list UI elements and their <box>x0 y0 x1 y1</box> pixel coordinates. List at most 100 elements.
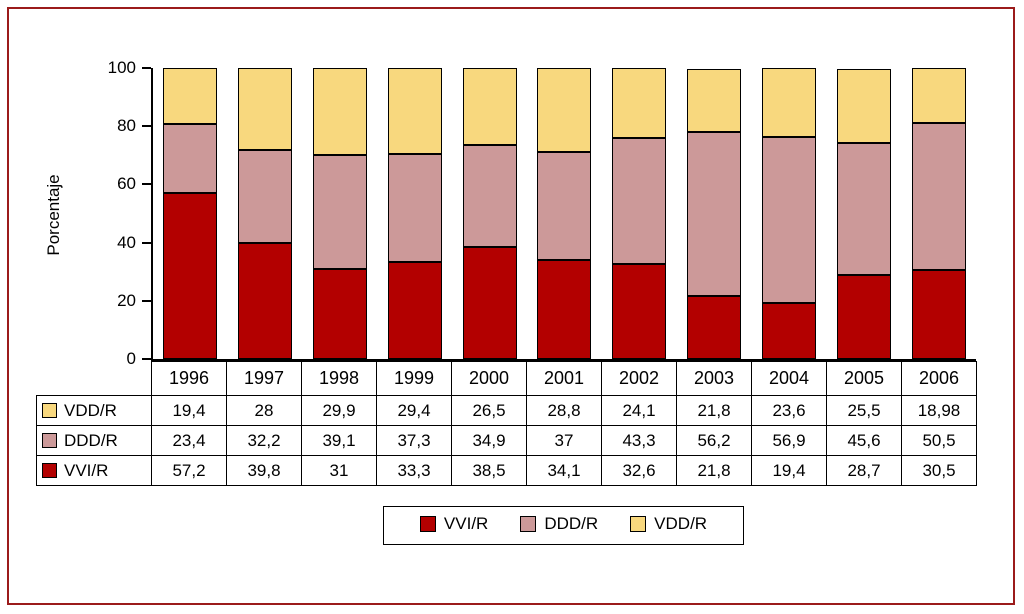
year-header-cell: 1999 <box>376 361 452 396</box>
legend-item: VVI/R <box>419 514 489 534</box>
bar-segment-vdd-r <box>537 68 592 153</box>
table-value-cell: 23,6 <box>751 395 827 426</box>
table-value-cell: 24,1 <box>601 395 677 426</box>
y-tick-label: 40 <box>117 232 136 252</box>
table-value-cell: 25,5 <box>826 395 902 426</box>
legend-label: VDD/R <box>654 514 708 533</box>
table-value-cell: 33,3 <box>376 455 452 486</box>
year-header-cell: 2003 <box>676 361 752 396</box>
legend-swatch <box>419 516 436 532</box>
bar-segment-vdd-r <box>836 68 891 143</box>
bar-segment-ddd-r <box>687 132 742 296</box>
year-header-cell: 2006 <box>901 361 977 396</box>
legend-item: VDD/R <box>630 514 707 534</box>
legend-row: VVI/R DDD/R VDD/R <box>151 506 976 545</box>
y-tick-label: 80 <box>117 116 136 136</box>
table-value-cell: 57,2 <box>151 455 227 486</box>
table-value-cell: 30,5 <box>901 455 977 486</box>
table-value-cell: 29,4 <box>376 395 452 426</box>
legend-item: DDD/R <box>520 514 598 534</box>
table-value-cell: 28,7 <box>826 455 902 486</box>
bar-segment-vdd-r <box>238 68 293 150</box>
year-header-cell: 2002 <box>601 361 677 396</box>
table-value-cell: 21,8 <box>676 395 752 426</box>
stacked-bar-chart: Porcentaje 0 20 40 60 80 100 <box>9 9 1013 368</box>
table-value-cell: 32,2 <box>226 425 302 456</box>
table-value-cell: 37,3 <box>376 425 452 456</box>
stacked-bar-1997 <box>238 68 293 359</box>
y-axis-title-text: Porcentaje <box>43 173 63 256</box>
stacked-bar-2001 <box>537 68 592 359</box>
figure-frame: Porcentaje 0 20 40 60 80 100 1996 1997 1998 1999… <box>7 7 1015 605</box>
bar-segment-vdd-r <box>687 68 742 133</box>
year-header-cell: 1996 <box>151 361 227 396</box>
bar-segment-vdd-r <box>911 68 966 124</box>
legend-swatch <box>630 516 647 532</box>
bar-segment-ddd-r <box>612 138 667 265</box>
table-value-cell: 56,2 <box>676 425 752 456</box>
table-value-cell: 28 <box>226 395 302 426</box>
table-row: DDD/R 23,4 32,2 39,1 37,3 34,9 37 43,3 56,2 56,9 4… <box>36 425 977 456</box>
table-value-cell: 45,6 <box>826 425 902 456</box>
stacked-bar-1996 <box>163 68 218 359</box>
stacked-bar-1998 <box>313 68 368 359</box>
y-tick-label: 60 <box>117 174 136 194</box>
bar-segment-ddd-r <box>836 142 891 276</box>
table-row: VVI/R 57,2 39,8 31 33,3 38,5 34,1 32,6 21,8 19,4 2… <box>36 455 977 486</box>
table-value-cell: 34,1 <box>526 455 602 486</box>
y-axis: 0 20 40 60 80 100 <box>71 58 151 368</box>
bar-segment-vvi-r <box>387 262 442 359</box>
y-tick-mark <box>142 241 151 244</box>
table-value-cell: 31 <box>301 455 377 486</box>
bar-segment-ddd-r <box>238 149 293 244</box>
stacked-bar-2006 <box>911 68 966 359</box>
table-value-cell: 29,9 <box>301 395 377 426</box>
legend-label: DDD/R <box>544 514 599 533</box>
bar-segment-vvi-r <box>537 259 592 359</box>
table-row: VDD/R 19,4 28 29,9 29,4 26,5 28,8 24,1 21,8 23,6 2… <box>36 395 977 426</box>
series-swatch <box>42 462 57 478</box>
table-value-cell: 28,8 <box>526 395 602 426</box>
y-tick-label: 100 <box>107 58 136 77</box>
year-header-cell: 2005 <box>826 361 902 396</box>
bar-segment-vdd-r <box>612 68 667 139</box>
series-label: VDD/R <box>64 400 117 420</box>
data-table: 1996 1997 1998 1999 2000 2001 2002 2003 2004 2005… <box>36 361 977 486</box>
stacked-bar-1999 <box>387 68 442 359</box>
legend-label: VVI/R <box>443 514 489 533</box>
bar-segment-vdd-r <box>761 68 816 137</box>
stacked-bar-2002 <box>612 68 667 359</box>
bar-segment-vvi-r <box>761 302 816 359</box>
bar-segment-ddd-r <box>387 153 442 263</box>
series-label-cell: VVI/R <box>36 455 152 486</box>
bar-segment-vvi-r <box>462 246 517 359</box>
bar-segment-vvi-r <box>612 264 667 359</box>
bar-segment-vdd-r <box>462 68 517 146</box>
series-label: VVI/R <box>64 460 109 480</box>
table-value-cell: 39,1 <box>301 425 377 456</box>
y-axis-title: Porcentaje <box>36 68 71 361</box>
year-header-row: 1996 1997 1998 1999 2000 2001 2002 2003 2004 2005… <box>37 361 977 396</box>
stacked-bar-2000 <box>462 68 517 359</box>
y-tick-label: 20 <box>117 290 136 310</box>
stacked-bar-2004 <box>761 68 816 359</box>
bar-segment-vdd-r <box>387 68 442 154</box>
series-label-cell: DDD/R <box>36 425 152 456</box>
bar-segment-vvi-r <box>163 192 218 359</box>
y-tick-mark <box>142 299 151 302</box>
table-value-cell: 34,9 <box>451 425 527 456</box>
table-value-cell: 26,5 <box>451 395 527 426</box>
table-value-cell: 21,8 <box>676 455 752 486</box>
stacked-bar-2005 <box>836 68 891 359</box>
table-value-cell: 23,4 <box>151 425 227 456</box>
year-header-cell: 2000 <box>451 361 527 396</box>
bar-segment-vvi-r <box>836 275 891 359</box>
series-label: DDD/R <box>64 430 118 450</box>
bar-segment-vvi-r <box>687 295 742 359</box>
series-swatch <box>42 432 57 448</box>
series-swatch <box>42 402 57 418</box>
table-value-cell: 19,4 <box>151 395 227 426</box>
bar-segment-ddd-r <box>462 145 517 247</box>
year-header-cell: 1997 <box>226 361 302 396</box>
year-header-cell: 1998 <box>301 361 377 396</box>
